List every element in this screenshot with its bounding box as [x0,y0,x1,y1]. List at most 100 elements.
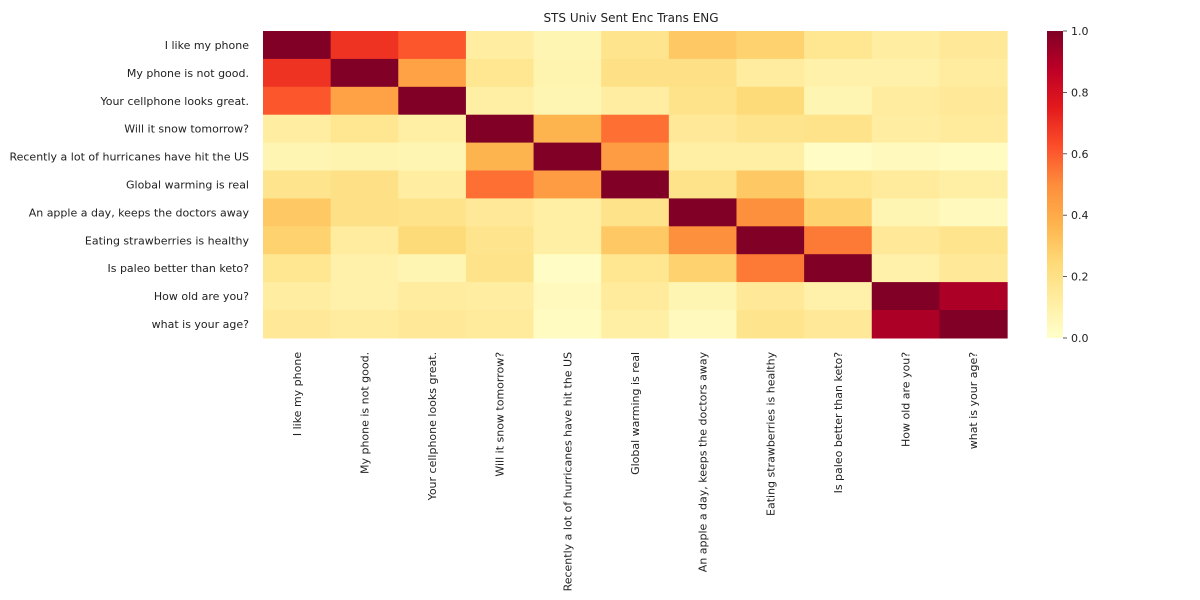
heatmap-cell [736,86,805,116]
heatmap-cell [601,86,670,116]
heatmap-cell [330,198,399,227]
y-tick-label: Eating strawberries is healthy [85,234,250,247]
heatmap-cell [465,31,535,60]
heatmap-cell [465,254,535,283]
heatmap-cell [668,31,738,60]
heatmap-cell [804,170,873,199]
heatmap-cell [601,114,670,144]
heatmap-cell [601,254,670,283]
heatmap-cell [533,142,602,172]
colorbar [1047,31,1063,338]
heatmap-cell [736,170,805,199]
heatmap-cell [398,198,467,227]
heatmap-cell [871,142,940,172]
heatmap-cell [939,310,1008,339]
x-tick-label: I like my phone [291,352,304,436]
y-tick-label: Will it snow tomorrow? [124,123,249,136]
heatmap-cell [533,86,602,116]
heatmap-cell [804,58,873,88]
heatmap-cell [668,142,738,172]
x-tick-label: My phone is not good. [358,352,371,474]
heatmap-cell [939,58,1008,88]
heatmap-cell [601,226,670,255]
heatmap-cell [533,310,602,339]
heatmap-cell [939,226,1008,255]
heatmap-cell [601,198,670,227]
heatmap-cell [263,254,332,283]
x-tick-label: How old are you? [900,352,913,447]
heatmap-cell [263,142,332,172]
heatmap-cell [804,198,873,227]
heatmap-cell [668,86,738,116]
heatmap-cell [804,282,873,311]
heatmap-cell [263,226,332,255]
heatmap-cell [601,142,670,172]
x-tick-label: Eating strawberries is healthy [764,351,777,516]
heatmap-cell [668,114,738,144]
heatmap-cell [465,198,535,227]
heatmap-cell [533,114,602,144]
heatmap-cell [736,142,805,172]
heatmap-cell [465,114,535,144]
x-tick-label: what is your age? [967,352,980,450]
x-tick-label: Will it snow tomorrow? [494,352,507,477]
heatmap-cell [398,254,467,283]
heatmap-cell [263,282,332,311]
y-tick-label: How old are you? [154,290,249,303]
heatmap-cell [330,226,399,255]
heatmap-cell [330,114,399,144]
heatmap-cell [263,310,332,339]
heatmap-cell [601,282,670,311]
heatmap-cell [939,31,1008,60]
heatmap-cell [736,198,805,227]
heatmap-cell [871,58,940,88]
heatmap-cell [398,58,467,88]
heatmap-cells [263,31,1008,339]
heatmap-cell [330,254,399,283]
heatmap-cell [736,114,805,144]
y-tick-label: An apple a day, keeps the doctors away [29,206,250,219]
heatmap-cell [804,86,873,116]
y-tick-label: Global warming is real [126,178,249,191]
heatmap-cell [330,310,399,339]
colorbar-tick-label: 1.0 [1071,25,1089,38]
heatmap-cell [330,58,399,88]
heatmap-cell [736,310,805,339]
heatmap-cell [668,198,738,227]
heatmap-cell [939,254,1008,283]
heatmap-cell [533,254,602,283]
colorbar-ticks: 0.0 0.2 0.4 0.6 0.8 1.0 [1063,25,1089,345]
y-tick-label: I like my phone [165,39,249,52]
heatmap-cell [465,282,535,311]
heatmap-cell [804,114,873,144]
heatmap-cell [398,114,467,144]
heatmap-cell [804,226,873,255]
heatmap-cell [871,282,940,311]
heatmap-cell [939,86,1008,116]
heatmap-cell [939,142,1008,172]
colorbar-tick-label: 0.4 [1071,209,1089,222]
heatmap-cell [533,31,602,60]
heatmap-cell [736,226,805,255]
heatmap-cell [871,31,940,60]
heatmap-cell [601,170,670,199]
heatmap-cell [804,254,873,283]
heatmap-cell [939,282,1008,311]
chart-title: STS Univ Sent Enc Trans ENG [543,11,718,25]
heatmap-cell [398,282,467,311]
heatmap-cell [736,282,805,311]
heatmap-cell [398,142,467,172]
y-tick-label: Is paleo better than keto? [107,262,249,275]
heatmap-cell [465,58,535,88]
heatmap-cell [263,58,332,88]
heatmap-cell [939,170,1008,199]
heatmap-cell [871,198,940,227]
heatmap-cell [330,170,399,199]
heatmap-cell [736,254,805,283]
y-tick-labels: I like my phone My phone is not good. Your… [9,39,249,331]
heatmap-cell [465,170,535,199]
heatmap-cell [871,170,940,199]
x-tick-label: Global warming is real [629,352,642,475]
heatmap-cell [533,170,602,199]
